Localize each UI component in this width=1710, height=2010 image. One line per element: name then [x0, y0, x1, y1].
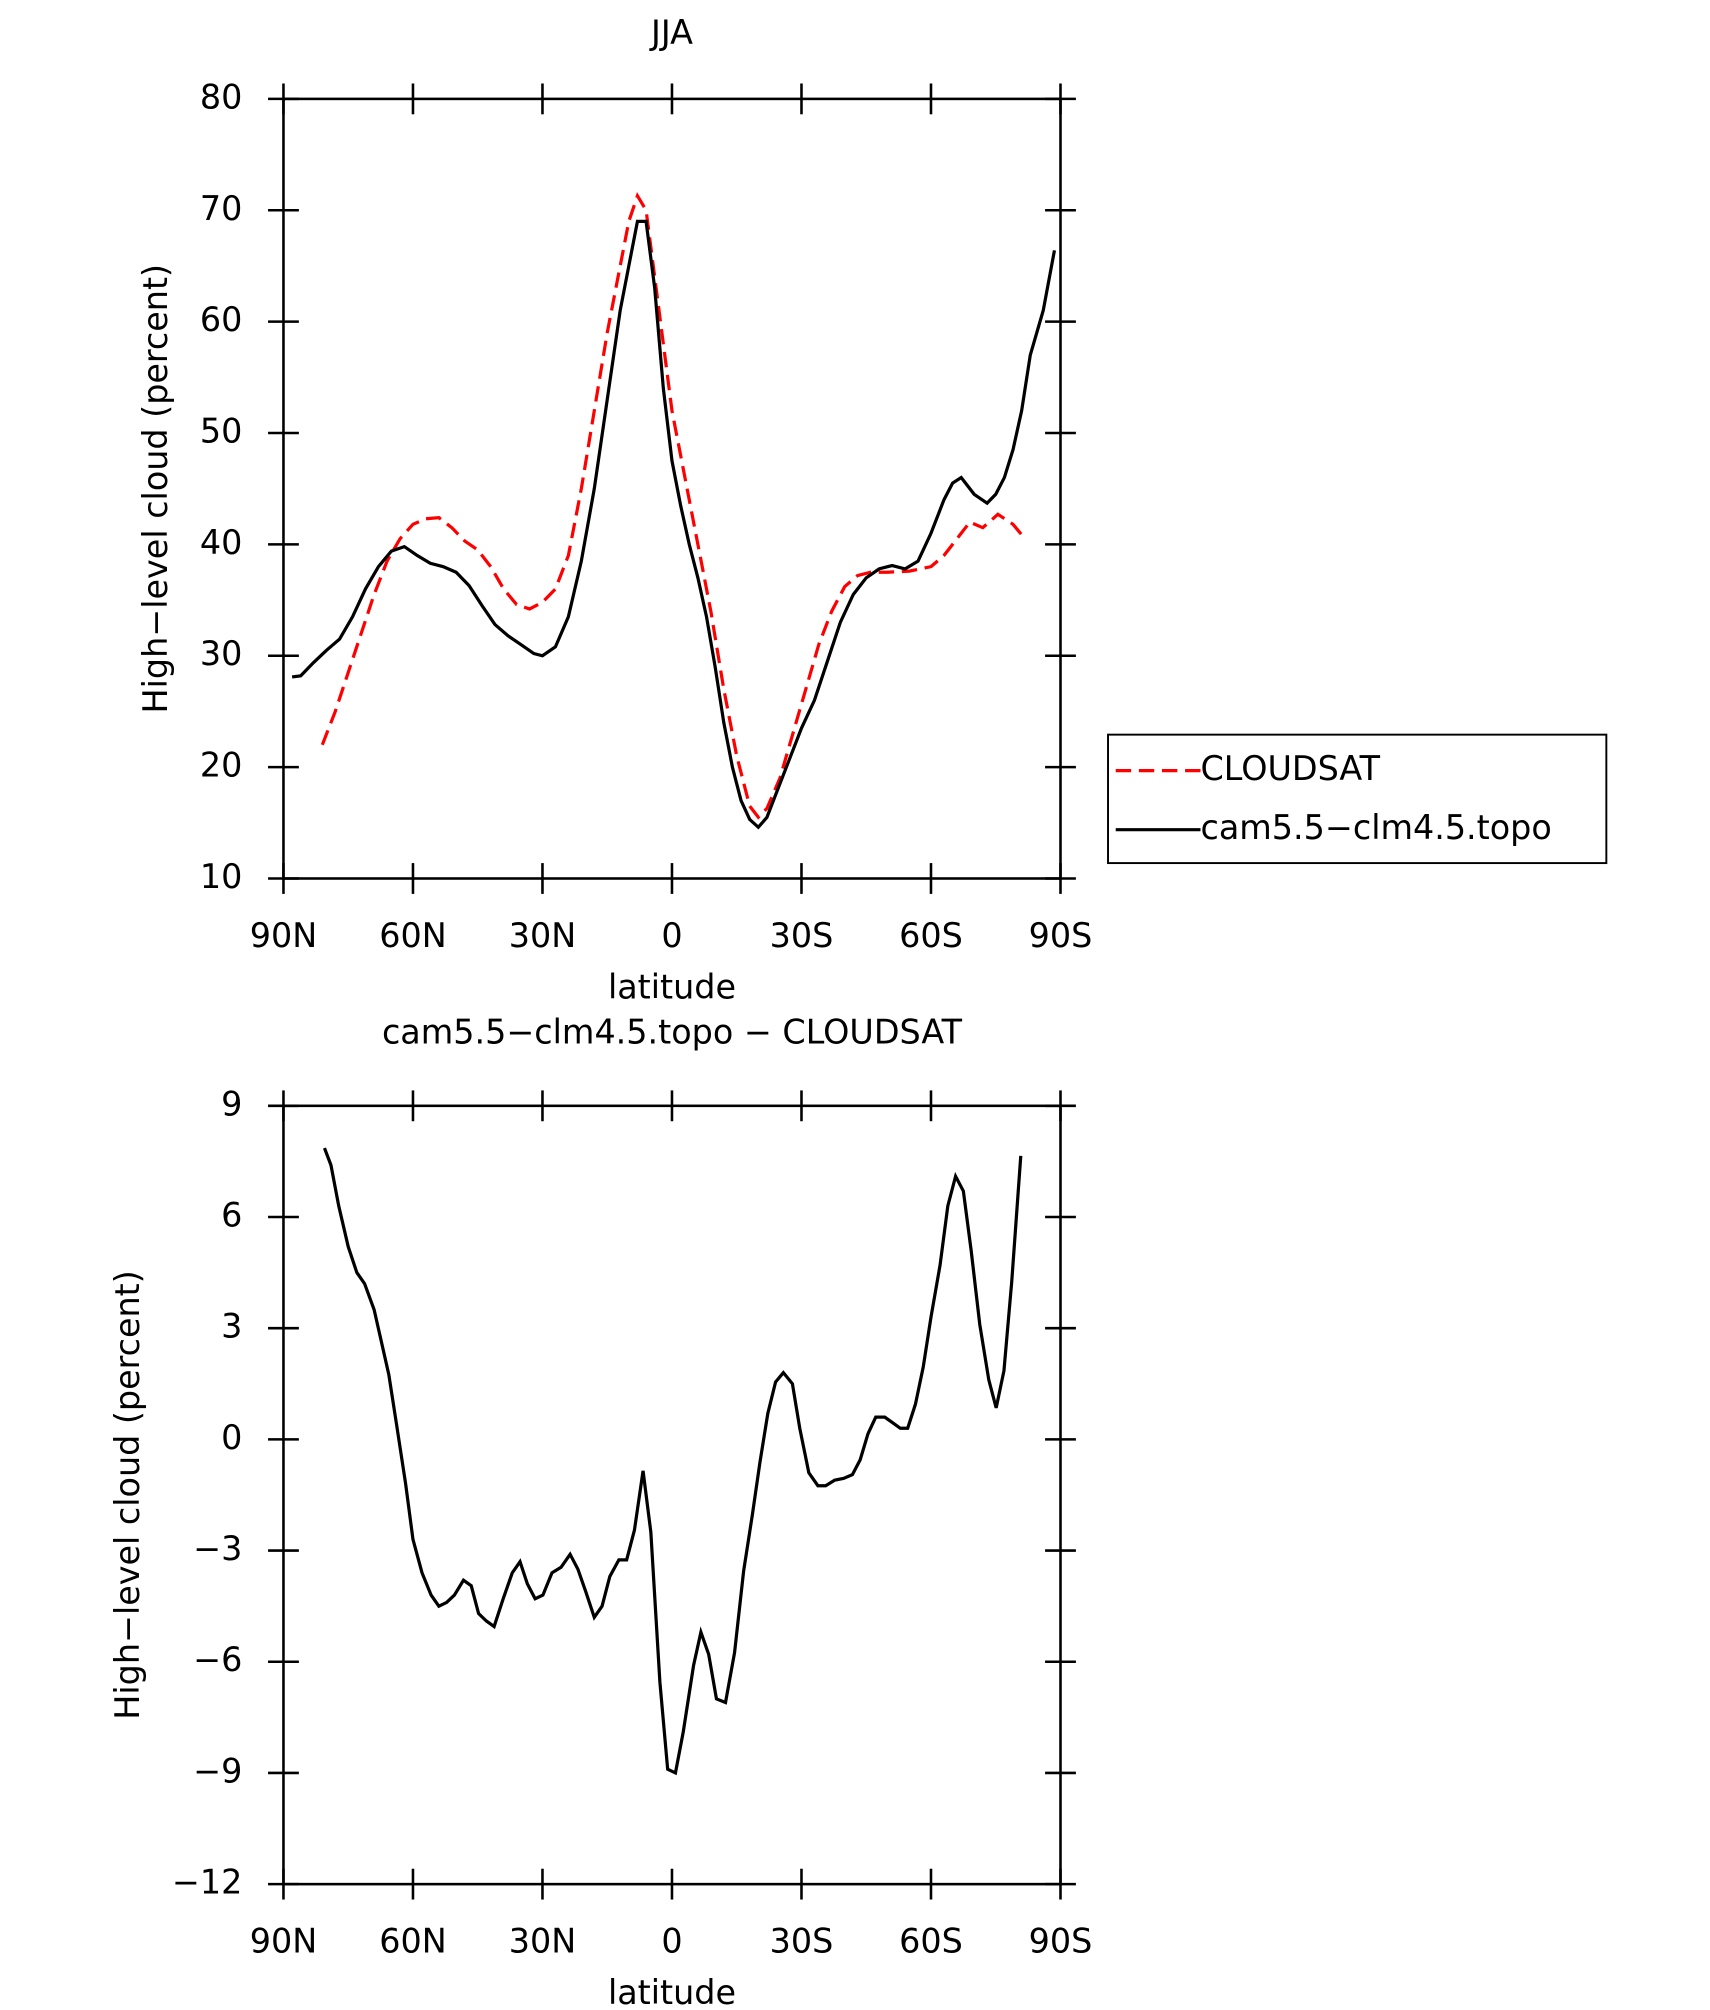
y-axis-label: High−level cloud (percent) — [136, 264, 175, 714]
y-tick-label: −6 — [193, 1640, 242, 1679]
x-tick-label: 60N — [379, 1922, 446, 1961]
x-tick-label: 90S — [1029, 1922, 1093, 1961]
x-tick-label: 60S — [899, 1922, 963, 1961]
y-tick-label: 0 — [221, 1418, 242, 1457]
data-line — [291, 219, 1057, 830]
y-tick-label: 10 — [200, 857, 242, 896]
y-tick-label: 40 — [200, 523, 242, 562]
y-tick-label: 6 — [221, 1196, 242, 1235]
x-axis-label: latitude — [608, 967, 736, 1006]
x-tick-label: 90N — [250, 916, 317, 955]
x-tick-label: 0 — [661, 1922, 682, 1961]
y-tick-label: 50 — [200, 412, 242, 451]
x-tick-label: 90N — [250, 1922, 317, 1961]
chart-title: cam5.5−clm4.5.topo − CLOUDSAT — [382, 1012, 963, 1051]
y-tick-label: 9 — [221, 1084, 242, 1123]
legend-label: CLOUDSAT — [1200, 749, 1380, 788]
data-line — [322, 1147, 1023, 1776]
y-tick-label: 80 — [200, 77, 242, 116]
y-tick-label: −12 — [172, 1863, 242, 1902]
y-tick-label: −3 — [193, 1529, 242, 1568]
x-tick-label: 30S — [770, 1922, 834, 1961]
x-axis-label: latitude — [608, 1973, 736, 2010]
x-tick-label: 30S — [770, 916, 834, 955]
data-line — [320, 191, 1028, 820]
x-tick-label: 30N — [509, 1922, 576, 1961]
y-tick-label: 3 — [221, 1307, 242, 1346]
x-tick-label: 60N — [379, 916, 446, 955]
plot-frame — [282, 1104, 1062, 1886]
legend-box — [1107, 733, 1608, 865]
legend-label: cam5.5−clm4.5.topo — [1200, 808, 1551, 847]
y-tick-label: 70 — [200, 189, 242, 228]
y-tick-label: 60 — [200, 300, 242, 339]
y-tick-label: 20 — [200, 746, 242, 785]
y-tick-label: 30 — [200, 634, 242, 673]
plot-frame — [282, 97, 1062, 880]
x-tick-label: 60S — [899, 916, 963, 955]
y-axis-label: High−level cloud (percent) — [108, 1270, 147, 1720]
chart-title: JJA — [649, 13, 693, 52]
x-tick-label: 0 — [661, 916, 682, 955]
x-tick-label: 30N — [509, 916, 576, 955]
y-tick-label: −9 — [193, 1751, 242, 1790]
x-tick-label: 90S — [1029, 916, 1093, 955]
